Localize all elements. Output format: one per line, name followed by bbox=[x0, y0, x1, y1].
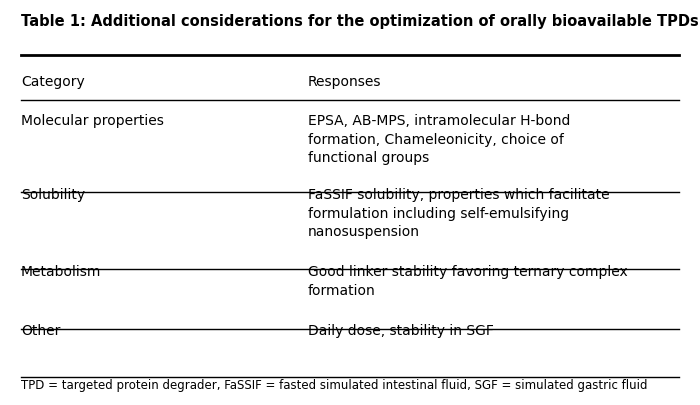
Text: Table 1: Additional considerations for the optimization of orally bioavailable T: Table 1: Additional considerations for t… bbox=[21, 14, 699, 29]
Text: Other: Other bbox=[21, 324, 60, 338]
Text: Solubility: Solubility bbox=[21, 188, 85, 202]
Text: Metabolism: Metabolism bbox=[21, 265, 102, 279]
Text: Molecular properties: Molecular properties bbox=[21, 114, 164, 128]
Text: FaSSIF solubility, properties which facilitate
formulation including self-emulsi: FaSSIF solubility, properties which faci… bbox=[308, 188, 610, 239]
Text: Daily dose, stability in SGF: Daily dose, stability in SGF bbox=[308, 324, 494, 338]
Text: EPSA, AB-MPS, intramolecular H-bond
formation, Chameleonicity, choice of
functio: EPSA, AB-MPS, intramolecular H-bond form… bbox=[308, 114, 570, 165]
Text: Responses: Responses bbox=[308, 75, 382, 89]
Text: TPD = targeted protein degrader, FaSSIF = fasted simulated intestinal fluid, SGF: TPD = targeted protein degrader, FaSSIF … bbox=[21, 379, 648, 392]
Text: Category: Category bbox=[21, 75, 85, 89]
Text: Good linker stability favoring ternary complex
formation: Good linker stability favoring ternary c… bbox=[308, 265, 628, 298]
